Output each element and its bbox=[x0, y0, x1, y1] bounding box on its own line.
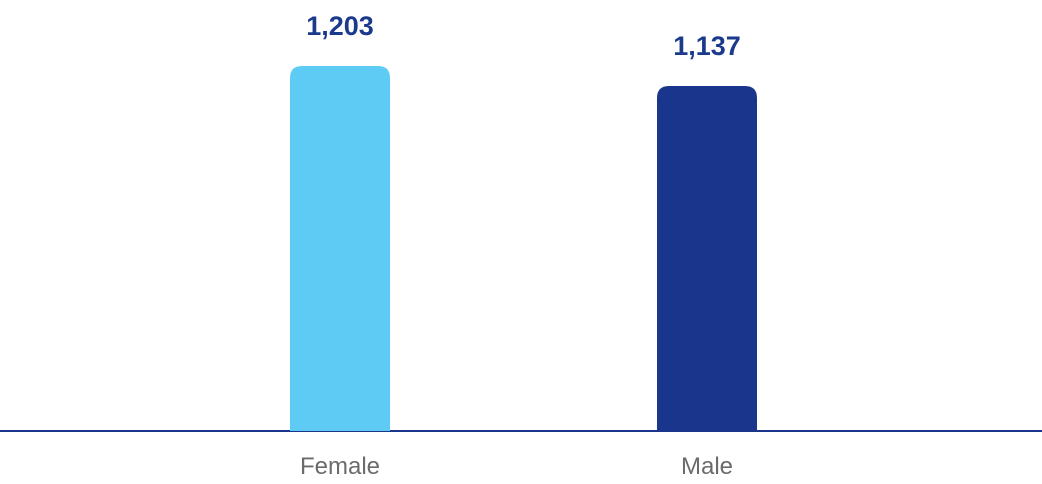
x-tick-label: Male bbox=[681, 453, 733, 480]
x-tick-label: Female bbox=[300, 453, 380, 480]
bar bbox=[290, 66, 390, 431]
value-label: 1,203 bbox=[306, 11, 374, 41]
bar bbox=[657, 86, 757, 432]
value-label: 1,137 bbox=[673, 31, 741, 61]
